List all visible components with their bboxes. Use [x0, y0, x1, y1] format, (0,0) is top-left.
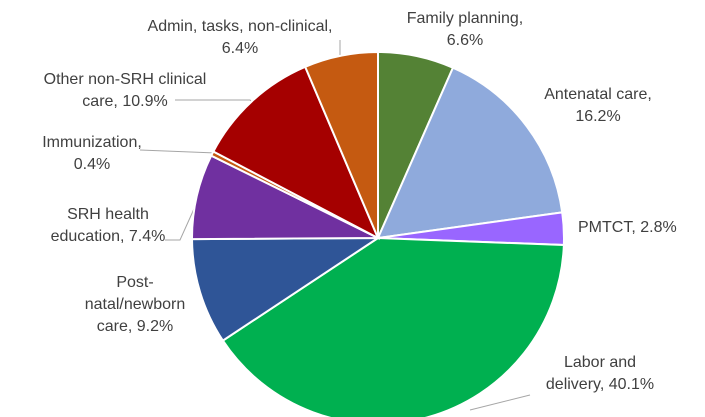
leader-line [469, 394, 531, 411]
value-label: 7.4% [128, 228, 166, 245]
category-label: Antenatal care, [544, 86, 652, 103]
pie-slice [376, 66, 564, 240]
slice-label: Immunization, 0.4% [37, 132, 147, 176]
pie-slice [190, 236, 382, 342]
leader-line [139, 149, 217, 154]
slice-label: SRH health education, 7.4% [43, 204, 173, 248]
category-label: Immunization, [42, 134, 142, 151]
category-label: Family planning, [406, 10, 524, 27]
slice-label: Other non-SRH clinical care, 10.9% [30, 69, 220, 113]
value-label: 6.4% [221, 40, 259, 57]
slice-label: Antenatal care, 16.2% [533, 84, 663, 128]
slice-label: PMTCT, 2.8% [578, 217, 705, 239]
pie-slice [221, 236, 565, 417]
value-label: 40.1% [608, 376, 655, 393]
value-label: 10.9% [122, 93, 168, 110]
category-label: Admin, tasks, non-clinical, [147, 18, 333, 35]
category-label: SRH health education, [50, 206, 149, 245]
slice-label: Labor and delivery, 40.1% [535, 352, 665, 396]
category-label: Post-natal/newborn care, [84, 274, 186, 335]
pie-slice [211, 65, 381, 241]
value-label: 9.2% [136, 318, 174, 335]
category-label: PMTCT, [578, 219, 636, 236]
value-label: 6.6% [446, 32, 484, 49]
slice-label: Admin, tasks, non-clinical, 6.4% [135, 16, 345, 60]
slice-label: Post-natal/newborn care, 9.2% [80, 272, 190, 338]
value-label: 2.8% [640, 219, 677, 236]
value-label: 0.4% [73, 156, 111, 173]
value-label: 16.2% [575, 108, 621, 125]
category-label: Other non-SRH clinical care, [43, 71, 207, 110]
pie-slice [303, 50, 379, 239]
slice-label: Family planning, 6.6% [400, 8, 530, 52]
category-label: Labor and delivery, [545, 354, 637, 393]
leader-line [165, 199, 199, 241]
